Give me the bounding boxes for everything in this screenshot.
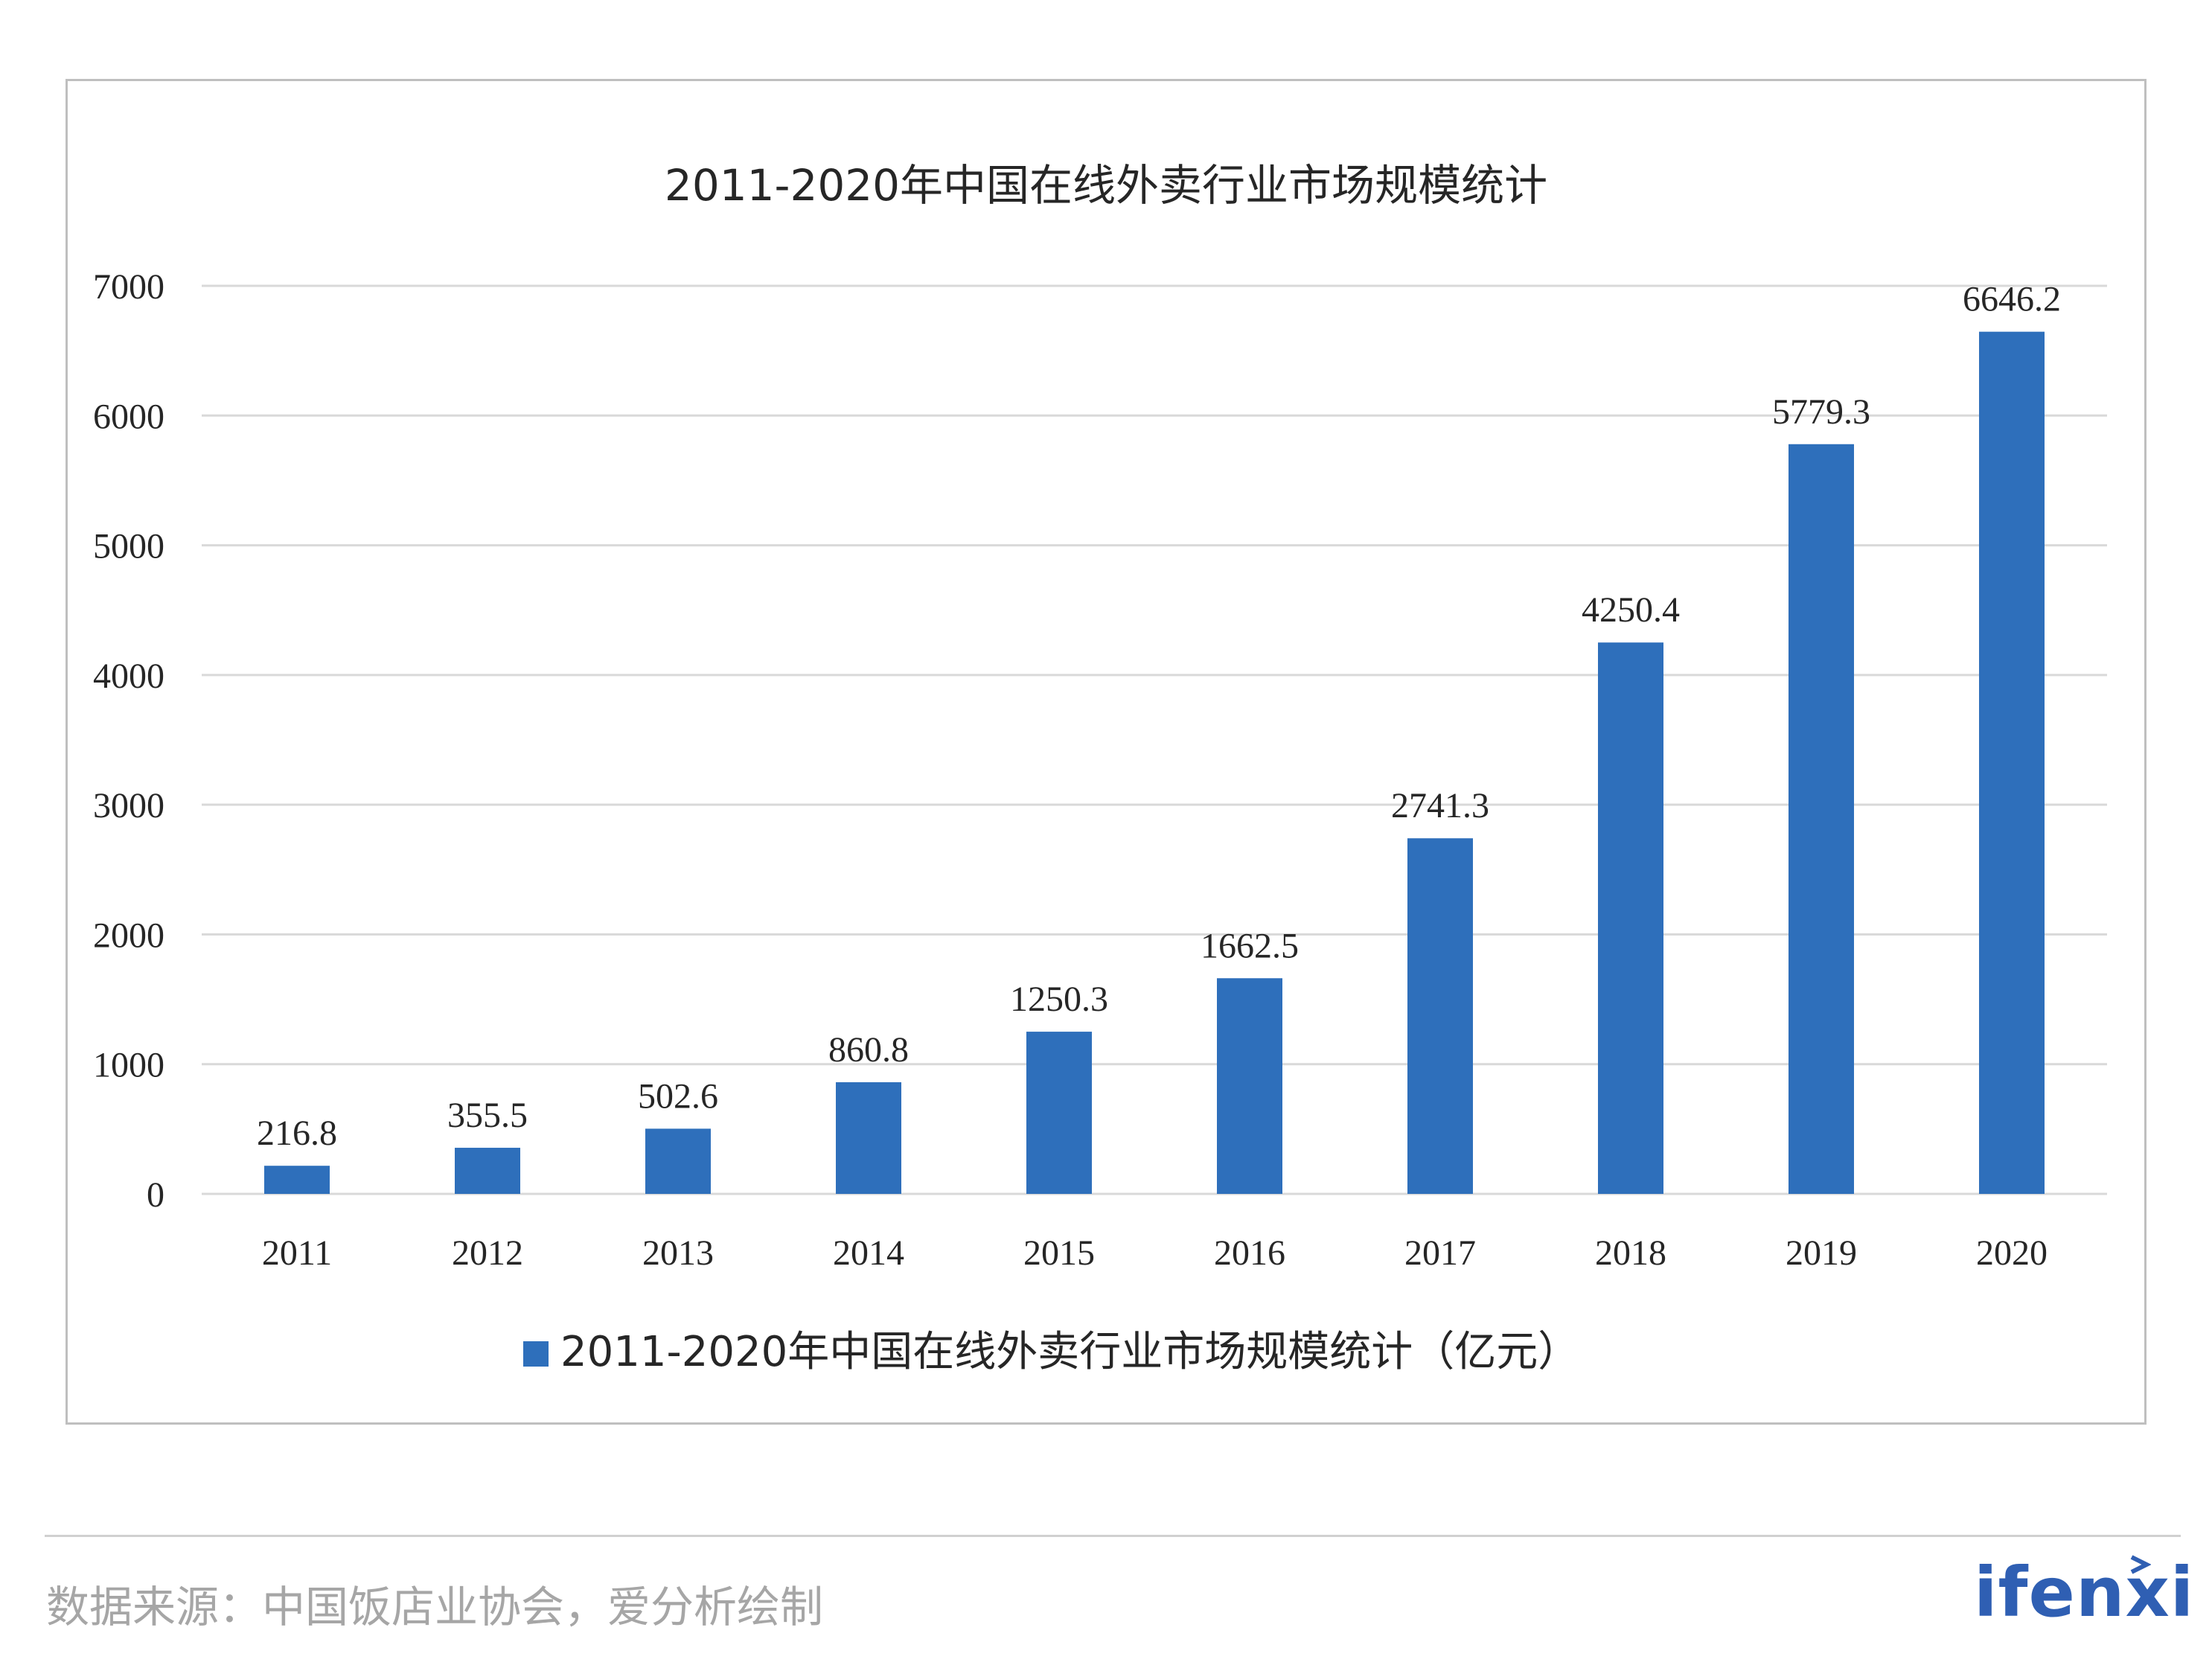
- y-tick-label: 0: [147, 1175, 164, 1215]
- bar-2020: [1979, 331, 2045, 1194]
- bar-2014: [836, 1081, 901, 1194]
- bar-2015: [1026, 1032, 1092, 1194]
- data-label-2013: 502.6: [638, 1076, 718, 1116]
- x-tick-label: 2014: [833, 1233, 904, 1273]
- y-tick-label: 2000: [93, 916, 164, 955]
- legend-swatch: [523, 1341, 549, 1367]
- y-tick-label: 5000: [93, 527, 164, 566]
- bar-2012: [455, 1148, 520, 1194]
- x-tick-label: 2013: [642, 1233, 714, 1273]
- logo-arrow-icon: [2130, 1555, 2151, 1574]
- data-label-2012: 355.5: [447, 1096, 528, 1135]
- legend: 2011-2020年中国在线外卖行业市场规模统计（亿元）: [523, 1328, 1579, 1376]
- data-label-2017: 2741.3: [1391, 786, 1489, 825]
- x-tick-label: 2012: [452, 1233, 523, 1273]
- bar-2013: [645, 1128, 711, 1194]
- bar-2019: [1789, 444, 1854, 1194]
- y-tick-label: 7000: [93, 267, 164, 307]
- x-tick-label: 2017: [1404, 1233, 1476, 1273]
- x-tick-label: 2019: [1786, 1233, 1857, 1273]
- bar-2017: [1407, 838, 1473, 1194]
- ifenxi-logo: ifenxi: [1974, 1553, 2195, 1632]
- data-label-2019: 5779.3: [1772, 392, 1870, 432]
- x-tick-label: 2011: [262, 1233, 332, 1273]
- x-tick-label: 2018: [1595, 1233, 1666, 1273]
- chart-frame: 2011-2020年中国在线外卖行业市场规模统计 0 1000 2000 3000 40…: [65, 79, 2147, 1425]
- data-label-2020: 6646.2: [1963, 280, 2061, 319]
- y-tick-label: 6000: [93, 397, 164, 436]
- data-label-2014: 860.8: [828, 1030, 909, 1070]
- bar-chart: 2011-2020年中国在线外卖行业市场规模统计 0 1000 2000 3000 40…: [93, 160, 2107, 1376]
- y-tick-label: 4000: [93, 656, 164, 696]
- y-axis-ticks: 0 1000 2000 3000 4000 5000 6000 7000: [93, 267, 164, 1215]
- legend-label: 2011-2020年中国在线外卖行业市场规模统计（亿元）: [560, 1328, 1579, 1376]
- y-tick-label: 3000: [93, 786, 164, 825]
- data-label-2011: 216.8: [257, 1114, 337, 1153]
- data-label-2018: 4250.4: [1582, 590, 1680, 630]
- bars: [264, 331, 2045, 1194]
- source-note: 数据来源：中国饭店业协会，爱分析绘制: [46, 1582, 824, 1632]
- footer-divider: [45, 1535, 2181, 1537]
- x-tick-label: 2016: [1214, 1233, 1285, 1273]
- bar-2018: [1598, 642, 1663, 1194]
- chart-title: 2011-2020年中国在线外卖行业市场规模统计: [665, 160, 1547, 211]
- data-label-2015: 1250.3: [1010, 980, 1108, 1019]
- data-label-2016: 1662.5: [1201, 926, 1299, 965]
- gridlines: [202, 284, 2107, 1195]
- bar-2016: [1217, 978, 1282, 1194]
- x-tick-label: 2015: [1023, 1233, 1095, 1273]
- x-axis-ticks: 2011 2012 2013 2014 2015 2016 2017 2018 2019 2020: [262, 1233, 2048, 1273]
- y-tick-label: 1000: [93, 1046, 164, 1085]
- data-labels: 216.8 355.5 502.6 860.8 1250.3 1662.5 2741.3 42…: [257, 280, 2061, 1154]
- bar-2011: [264, 1166, 330, 1194]
- x-tick-label: 2020: [1976, 1233, 2048, 1273]
